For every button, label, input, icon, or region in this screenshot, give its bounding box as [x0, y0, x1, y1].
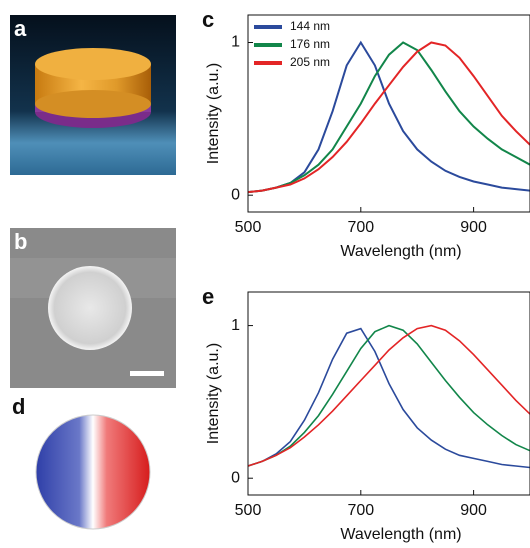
panel-label: b: [14, 229, 27, 254]
x-axis-label: Wavelength (nm): [340, 526, 461, 543]
panel-label: c: [202, 7, 214, 32]
x-tick-label: 900: [460, 219, 487, 236]
figure: a b d c 144 nm 176 nm 205 nm 500 700 900 0 1 Wave…: [0, 0, 530, 548]
legend-label: 144 nm: [290, 19, 330, 33]
panel-b-image: [10, 228, 176, 388]
panel-a-image: [10, 15, 176, 175]
y-tick-label: 1: [231, 317, 240, 334]
y-tick-label: 0: [231, 469, 240, 486]
plot-frame: [248, 292, 530, 495]
y-tick-label: 1: [231, 34, 240, 51]
panel-label: a: [14, 16, 27, 41]
x-tick-label: 500: [235, 219, 262, 236]
y-axis-label: Intensity (a.u.): [205, 63, 222, 164]
y-axis-label: Intensity (a.u.): [205, 343, 222, 444]
panel-label: e: [202, 284, 214, 309]
x-axis-label: Wavelength (nm): [340, 243, 461, 260]
y-tick-label: 0: [231, 186, 240, 203]
x-tick-label: 700: [347, 219, 374, 236]
x-tick-label: 700: [347, 502, 374, 519]
series-line: [248, 326, 530, 466]
x-tick-label: 500: [235, 502, 262, 519]
legend-label: 176 nm: [290, 37, 330, 51]
x-tick-label: 900: [460, 502, 487, 519]
series-line: [248, 326, 530, 466]
panel-d-image: [36, 415, 150, 529]
panel-label: d: [12, 394, 25, 419]
legend-label: 205 nm: [290, 55, 330, 69]
